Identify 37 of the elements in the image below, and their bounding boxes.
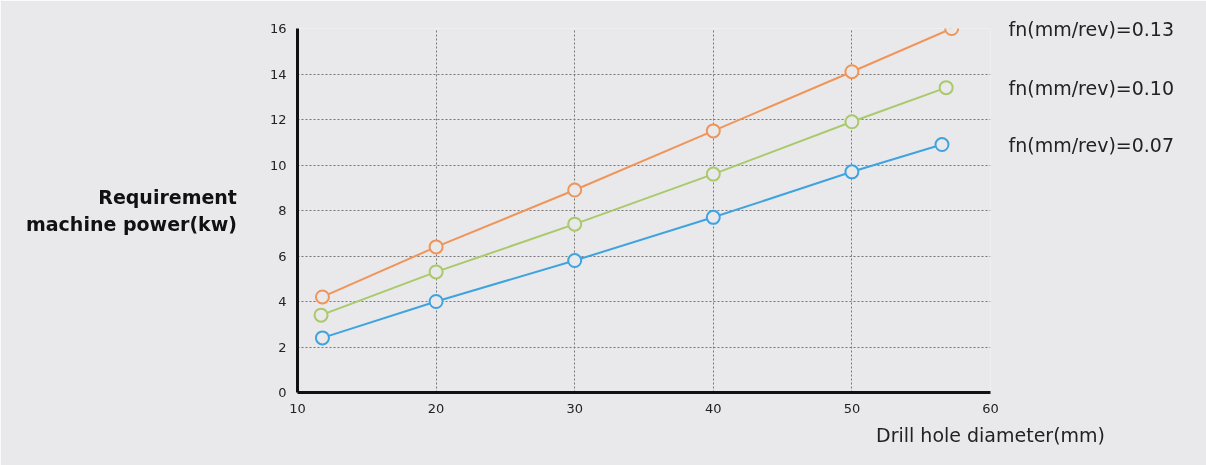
point [938,80,954,96]
x-tick-label: 30 [566,400,583,416]
x-tick-label: 20 [427,400,445,416]
y-tick-label: 0 [278,385,287,400]
x-tick-label: 10 [289,400,306,416]
y-tick-label: 14 [269,66,287,82]
text: fn(mm/rev)=0.07 [1008,133,1175,156]
point [428,239,444,255]
y-tick-label: 6 [278,248,287,264]
y-tick-label: 12 [269,112,287,127]
point [567,253,583,269]
y-tick-label: 8 [278,203,287,218]
point [313,307,329,323]
point [705,123,721,139]
x-tick-label: 40 [705,400,722,416]
y-axis-title: Requirement machine power(kw) [25,186,237,235]
point [567,216,583,232]
x-tick-label: 50 [843,400,861,416]
x-tick-label: 60 [982,400,999,416]
point [705,209,721,225]
x-axis-title: Drill hole diameter(mm) [876,423,1105,446]
y-tick-label: 16 [269,21,287,36]
point [844,64,860,80]
point [844,164,860,180]
y-tick-label: 2 [278,339,287,355]
y-tick-label: 10 [269,157,287,173]
point [934,137,950,153]
text: fn(mm/rev)=0.10 [1008,76,1175,99]
text: fn(mm/rev)=0.13 [1008,17,1175,40]
point [428,264,444,280]
point [314,289,330,305]
point [567,182,583,198]
point [314,330,330,346]
point [844,114,860,130]
point [428,294,444,309]
point [705,166,721,182]
y-tick-label: 4 [278,294,287,309]
